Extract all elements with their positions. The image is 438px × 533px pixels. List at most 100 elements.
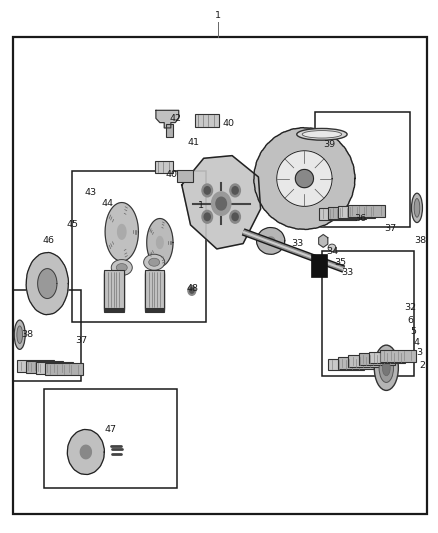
Text: 35: 35 [334,258,346,266]
Ellipse shape [14,320,25,350]
FancyBboxPatch shape [195,114,219,127]
Ellipse shape [302,131,342,138]
Circle shape [232,213,238,221]
Circle shape [216,197,226,210]
Ellipse shape [144,254,165,270]
Text: 1: 1 [215,11,221,20]
Circle shape [204,187,210,194]
Text: 34: 34 [326,247,339,256]
FancyBboxPatch shape [155,161,173,173]
Ellipse shape [328,244,336,252]
FancyBboxPatch shape [145,273,164,311]
FancyBboxPatch shape [338,206,375,217]
Circle shape [230,184,240,197]
Text: 41: 41 [187,139,199,147]
Ellipse shape [411,193,422,223]
Text: 1: 1 [198,201,204,210]
FancyBboxPatch shape [104,271,124,309]
FancyBboxPatch shape [104,272,124,310]
Text: 42: 42 [170,114,182,123]
FancyBboxPatch shape [328,207,366,219]
Text: 5: 5 [410,327,417,336]
FancyBboxPatch shape [177,170,193,182]
Text: 37: 37 [385,224,397,232]
Polygon shape [319,235,328,247]
Text: 48: 48 [186,285,198,293]
Text: 33: 33 [291,239,304,248]
Bar [13,37,427,514]
Text: 38: 38 [21,330,33,339]
Text: 6: 6 [407,317,413,325]
Bar [44,389,177,488]
Text: 32: 32 [404,303,417,312]
FancyBboxPatch shape [166,124,173,137]
Circle shape [202,211,212,223]
Text: 33: 33 [341,269,353,277]
Bar [72,171,206,322]
Text: 40: 40 [166,171,177,179]
FancyBboxPatch shape [380,350,416,361]
Polygon shape [277,151,332,206]
FancyBboxPatch shape [328,359,364,370]
Polygon shape [254,128,355,229]
Ellipse shape [374,345,399,390]
Polygon shape [266,237,275,245]
Bar [311,254,327,277]
Ellipse shape [17,326,23,343]
Polygon shape [295,169,314,188]
Ellipse shape [148,258,159,266]
Ellipse shape [382,360,390,376]
Text: 2: 2 [420,361,426,369]
Polygon shape [67,430,104,474]
FancyBboxPatch shape [104,273,124,311]
Polygon shape [157,237,163,248]
FancyBboxPatch shape [104,274,124,312]
Text: 46: 46 [43,237,55,245]
Polygon shape [156,110,179,128]
FancyBboxPatch shape [26,361,64,373]
Text: 40: 40 [223,119,234,128]
Bar [315,112,410,227]
Polygon shape [257,228,285,254]
Polygon shape [182,156,261,249]
Bar [13,290,81,381]
Circle shape [230,211,240,223]
Text: 36: 36 [354,214,366,223]
FancyBboxPatch shape [319,208,356,220]
Circle shape [202,184,212,197]
FancyBboxPatch shape [349,355,385,367]
FancyBboxPatch shape [338,357,374,369]
Text: 43: 43 [84,189,96,197]
Text: 45: 45 [67,221,78,229]
Text: 47: 47 [104,425,117,433]
Polygon shape [147,219,173,266]
FancyBboxPatch shape [104,270,124,308]
Ellipse shape [414,199,420,217]
Text: 4: 4 [413,338,420,346]
FancyBboxPatch shape [359,353,395,365]
Polygon shape [26,253,68,314]
Circle shape [212,192,231,215]
Circle shape [190,288,194,293]
Circle shape [204,213,210,221]
FancyBboxPatch shape [348,205,385,216]
Polygon shape [38,269,57,298]
Ellipse shape [297,128,347,140]
FancyBboxPatch shape [145,270,164,308]
Text: 44: 44 [102,199,113,208]
Polygon shape [105,203,138,261]
FancyBboxPatch shape [145,274,164,312]
Ellipse shape [379,353,393,383]
Bar [322,251,414,376]
FancyBboxPatch shape [46,364,83,375]
Ellipse shape [117,263,127,271]
Text: 37: 37 [75,336,88,344]
FancyBboxPatch shape [17,360,54,372]
Text: 38: 38 [414,237,426,245]
FancyBboxPatch shape [145,271,164,309]
Circle shape [188,286,196,295]
Polygon shape [118,224,126,239]
FancyBboxPatch shape [369,352,405,364]
Circle shape [232,187,238,194]
Text: 39: 39 [323,141,336,149]
